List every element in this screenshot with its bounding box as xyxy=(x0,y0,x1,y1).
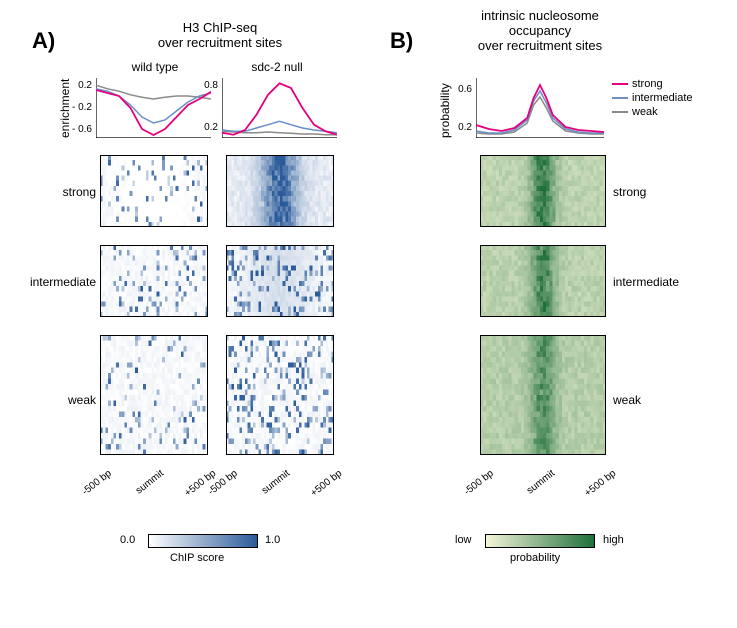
panel-a-title: H3 ChIP-seq over recruitment sites xyxy=(100,20,340,50)
cat-weak-a: weak xyxy=(38,393,96,407)
heatmap-sdc2-intermediate xyxy=(226,245,334,317)
heatmap-wt-intermediate xyxy=(100,245,208,317)
panel-b-legend: strong intermediate weak xyxy=(612,78,693,120)
legend-sw-weak xyxy=(612,111,628,113)
cat-int-b: intermediate xyxy=(613,275,679,289)
heatmap-sdc2-strong xyxy=(226,155,334,227)
xt-a1-0: -500 bp xyxy=(80,468,114,498)
heatmap-b-weak xyxy=(480,335,606,455)
xt-a2-2: +500 bp xyxy=(309,468,344,499)
heatmap-b-intermediate xyxy=(480,245,606,317)
legend-label-weak: weak xyxy=(632,106,658,118)
xt-a1-1: summit xyxy=(134,468,166,497)
cat-weak-b: weak xyxy=(613,393,641,407)
wt-yt-2: - 0.6 xyxy=(64,124,92,135)
panel-a-label: A) xyxy=(32,28,55,54)
colorbar-a: 0.0 1.0 ChIP score xyxy=(120,530,320,570)
heatmap-b-strong xyxy=(480,155,606,227)
b-yt-1: 0.2 xyxy=(444,122,472,133)
panel-a-sdc2-label: sdc-2 null xyxy=(222,60,332,74)
heatmap-sdc2-weak xyxy=(226,335,334,455)
legend-label-int: intermediate xyxy=(632,92,693,104)
panel-b-label: B) xyxy=(390,28,413,54)
wt-yt-1: - 0.2 xyxy=(64,102,92,113)
sdc2-yt-0: 0.8 xyxy=(190,80,218,91)
legend-sw-strong xyxy=(612,83,628,85)
legend-label-strong: strong xyxy=(632,78,663,90)
cat-strong-a: strong xyxy=(38,185,96,199)
b-yt-0: 0.6 xyxy=(444,84,472,95)
heatmap-wt-weak xyxy=(100,335,208,455)
panel-b-title: intrinsic nucleosome occupancy over recr… xyxy=(440,8,640,53)
heatmap-wt-strong xyxy=(100,155,208,227)
cat-strong-b: strong xyxy=(613,185,646,199)
xt-b-1: summit xyxy=(525,468,557,497)
xt-b-2: +500 bp xyxy=(583,468,618,499)
panel-b-linechart xyxy=(476,78,604,138)
cat-int-a: intermediate xyxy=(10,275,96,289)
xt-b-0: -500 bp xyxy=(462,468,496,498)
panel-a-sdc2-linechart xyxy=(222,78,337,138)
panel-a-wt-label: wild type xyxy=(100,60,210,74)
sdc2-yt-1: 0.2 xyxy=(190,122,218,133)
colorbar-b: low high probability xyxy=(455,530,675,570)
xt-a2-1: summit xyxy=(260,468,292,497)
wt-yt-0: 0.2 xyxy=(64,80,92,91)
legend-sw-int xyxy=(612,97,628,99)
